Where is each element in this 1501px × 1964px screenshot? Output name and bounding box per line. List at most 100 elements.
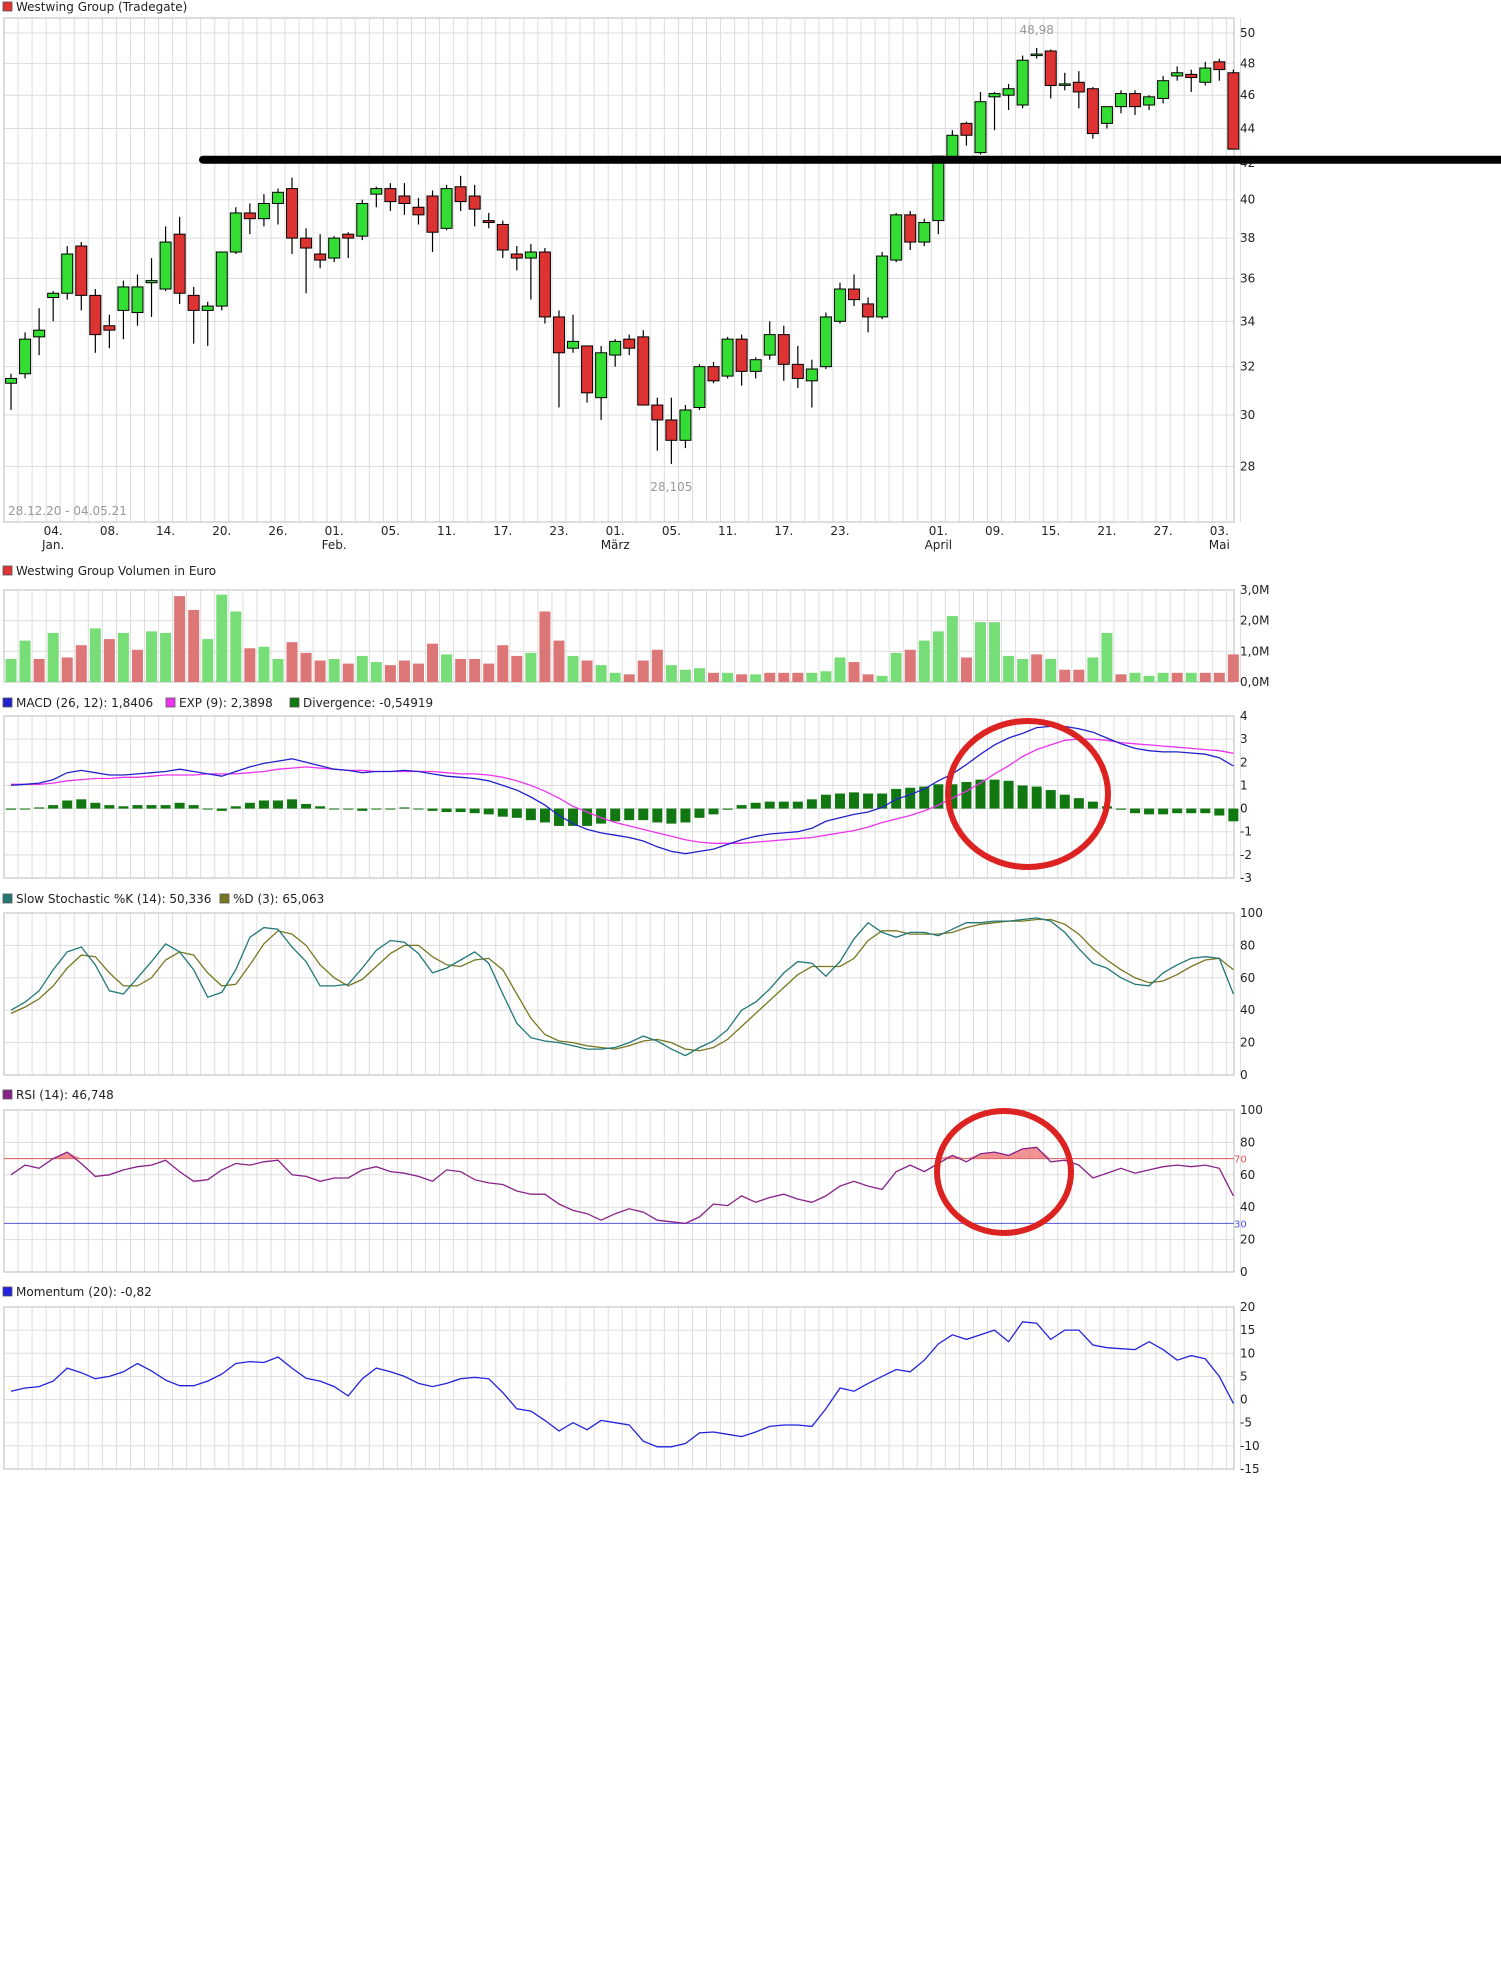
volume-bar: [160, 632, 172, 682]
stoch-d-legend-swatch: [219, 893, 230, 904]
volume-bar: [567, 655, 579, 682]
stochastic-ytick-label: 40: [1240, 1003, 1255, 1017]
rsi-legend-swatch: [2, 1089, 13, 1100]
volume-bar: [1017, 659, 1029, 682]
macd-divergence-bar: [315, 806, 326, 809]
volume-bar: [623, 674, 635, 682]
rsi-annotation-circle: [934, 1108, 1074, 1236]
volume-bar: [5, 659, 17, 682]
price-ytick-label: 34: [1240, 314, 1255, 328]
price-candle-body: [1002, 88, 1015, 96]
x-tick-label: 26.: [268, 524, 287, 538]
exp-legend-swatch: [165, 697, 176, 708]
price-candle-body: [173, 233, 186, 294]
price-candle-body: [482, 220, 495, 224]
exp-legend-label: EXP (9): 2,3898: [179, 696, 273, 710]
price-candle-body: [637, 336, 650, 406]
volume-bar: [469, 659, 481, 682]
price-candle-body: [468, 195, 481, 210]
macd-divergence-bar: [863, 793, 874, 809]
macd-divergence-bar: [975, 779, 986, 809]
macd-divergence-bar: [511, 808, 522, 818]
macd-divergence-bar: [1130, 808, 1141, 814]
macd-divergence-bar: [610, 808, 621, 822]
volume-bar: [974, 622, 986, 682]
macd-divergence-bar: [806, 799, 817, 809]
volume-bar: [202, 639, 214, 682]
volume-bar: [370, 662, 382, 682]
volume-bar: [19, 640, 31, 682]
macd-divergence-bar: [1059, 794, 1070, 809]
x-tick-label: 01.: [325, 524, 344, 538]
volume-bar: [300, 652, 312, 682]
momentum-ytick-label: -10: [1240, 1439, 1260, 1453]
x-tick-label: 01.: [929, 524, 948, 538]
price-high-label: 48,98: [1019, 23, 1053, 37]
momentum-ytick-label: 10: [1240, 1346, 1255, 1360]
price-candle-body: [819, 316, 832, 368]
price-candle-body: [1143, 96, 1156, 106]
volume-bar: [117, 632, 129, 682]
price-candle-body: [61, 253, 74, 294]
volume-bar: [497, 645, 509, 682]
price-candle-body: [946, 134, 959, 159]
x-month-label: Mai: [1209, 538, 1230, 552]
volume-bar: [1129, 672, 1141, 682]
volume-bar: [1199, 672, 1211, 682]
volume-bar: [174, 596, 186, 682]
price-candle-body: [707, 366, 720, 382]
volume-bar: [960, 657, 972, 682]
volume-bar: [427, 643, 439, 682]
x-tick-label: 05.: [662, 524, 681, 538]
macd-divergence-bar: [961, 781, 972, 809]
volume-bar: [356, 655, 368, 682]
rsi-ytick-label: 100: [1240, 1103, 1263, 1117]
momentum-line: [10, 1321, 1234, 1448]
price-candle-body: [370, 188, 383, 195]
macd-divergence-bar: [188, 805, 199, 809]
macd-ytick-label: -1: [1240, 825, 1252, 839]
stoch-d-legend-label: %D (3): 65,063: [233, 892, 324, 906]
macd-divergence-bar: [441, 808, 452, 813]
volume-bar: [890, 652, 902, 682]
price-candle-body: [145, 280, 158, 284]
rsi-grid: [3, 1109, 1241, 1273]
price-candle-body: [1129, 93, 1142, 108]
price-candle-body: [384, 188, 397, 203]
price-legend-swatch: [2, 1, 13, 12]
volume-bar: [33, 659, 45, 682]
macd-divergence-bar: [258, 800, 269, 809]
macd-ytick-label: 0: [1240, 802, 1248, 816]
volume-bar: [398, 660, 410, 682]
price-candle-body: [1044, 50, 1057, 86]
price-candle-body: [749, 359, 762, 372]
volume-bar: [188, 609, 200, 682]
x-month-label: Jan.: [41, 538, 64, 552]
macd-divergence-bar: [1158, 808, 1169, 815]
volume-legend-swatch: [2, 565, 13, 576]
x-tick-label: 17.: [774, 524, 793, 538]
stochastic-grid: [3, 912, 1241, 1076]
price-candle-body: [651, 404, 664, 421]
price-candle-body: [524, 251, 537, 259]
x-tick-label: 04.: [44, 524, 63, 538]
macd-divergence-bar: [1144, 808, 1155, 815]
macd-divergence-bar: [343, 808, 354, 810]
x-tick-label: 21.: [1097, 524, 1116, 538]
volume-bar: [47, 632, 59, 682]
price-candle-body: [47, 292, 60, 298]
price-ytick-label: 44: [1240, 121, 1255, 135]
price-candle-body: [974, 101, 987, 154]
macd-divergence-bar: [539, 808, 550, 823]
volume-bar: [750, 674, 762, 682]
price-date-range: 28.12.20 - 04.05.21: [8, 504, 127, 518]
stochastic-frame: [3, 912, 1235, 1076]
volume-bar: [328, 659, 340, 682]
volume-bar: [511, 655, 523, 682]
price-candle-body: [805, 368, 818, 382]
volume-bar: [792, 672, 804, 682]
momentum-ytick-label: 15: [1240, 1323, 1255, 1337]
price-legend-label: Westwing Group (Tradegate): [16, 0, 187, 14]
price-candle-body: [75, 245, 88, 296]
